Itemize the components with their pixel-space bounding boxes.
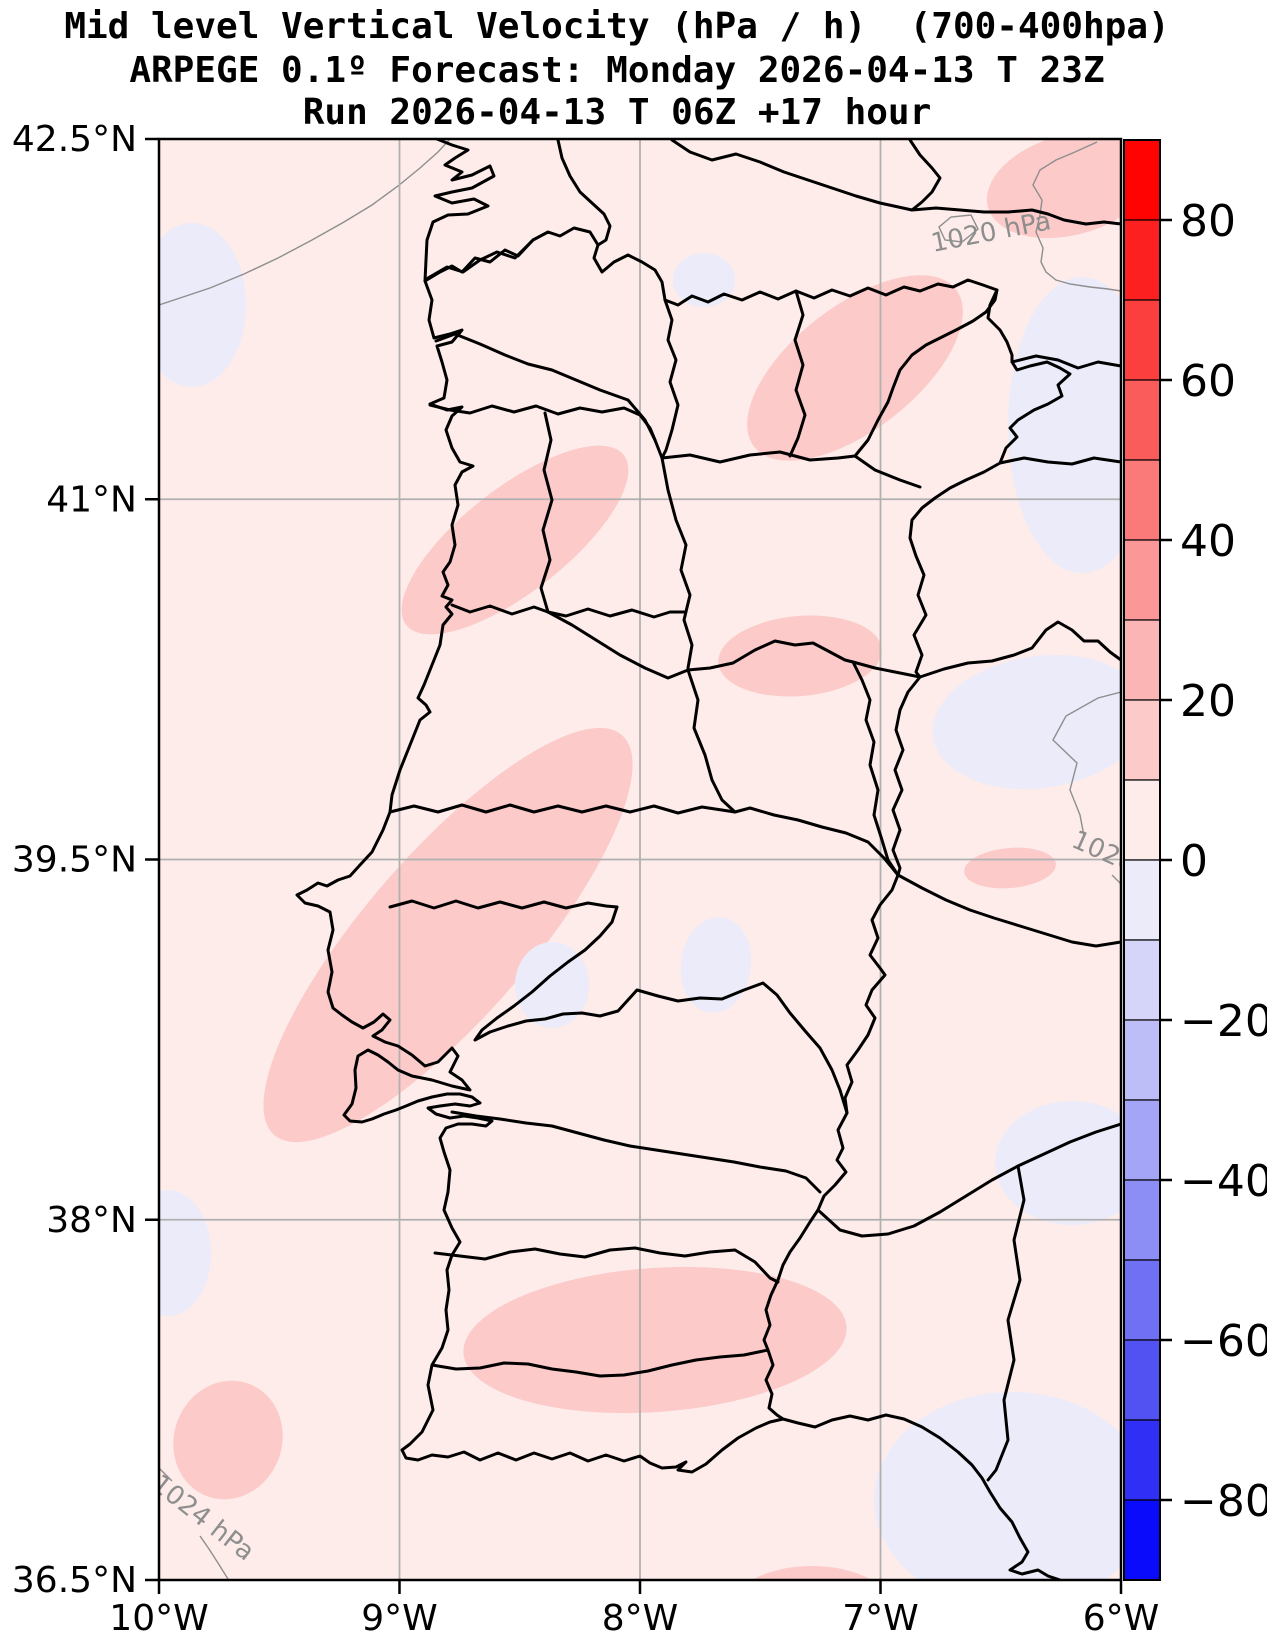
colorbar-segment — [1123, 1179, 1161, 1261]
district-boundary — [450, 1110, 822, 1194]
province-boundary — [908, 139, 942, 212]
colorbar-tick-label: −60 — [1180, 1316, 1267, 1367]
isobar-closed-contour — [938, 214, 979, 243]
colorbar-tick-label: −40 — [1180, 1156, 1267, 1207]
district-boundary — [434, 332, 922, 489]
colorbar-segment — [1123, 1099, 1161, 1181]
updraft-patches — [173, 139, 1121, 1580]
y-tick-label: 39.5°N — [12, 840, 137, 881]
shaded-patches — [159, 139, 1121, 1580]
colorbar-segment — [1123, 1019, 1161, 1101]
district-boundary — [788, 289, 807, 458]
district-boundary — [388, 803, 900, 877]
descent-patch — [515, 942, 589, 1028]
province-boundary — [896, 873, 1121, 948]
colorbar-segment — [1123, 1419, 1161, 1501]
descent-patch — [159, 1190, 211, 1316]
colorbar-segment — [1123, 459, 1161, 541]
updraft-patch — [263, 727, 633, 1143]
province-boundary — [918, 620, 1121, 679]
updraft-patch — [718, 615, 882, 697]
colorbar-tick-label: 0 — [1180, 836, 1208, 887]
chart-subtitle: ARPEGE 0.1º Forecast: Monday 2026-04-13 … — [129, 50, 1105, 91]
x-tick-label: 9°W — [361, 1598, 438, 1639]
province-boundary — [556, 139, 612, 247]
district-boundary — [430, 1348, 770, 1378]
descent-patch — [673, 253, 735, 307]
isobar-path — [1052, 691, 1121, 885]
colorbar-segment — [1123, 619, 1161, 701]
updraft-patch — [964, 847, 1056, 889]
colorbar-segment — [1123, 859, 1161, 941]
colorbar-segment — [1123, 699, 1161, 781]
colorbar-tick-label: 80 — [1180, 196, 1236, 247]
chart-title: Mid level Vertical Velocity (hPa / h) (7… — [64, 6, 1170, 47]
district-boundary — [433, 1246, 780, 1284]
province-boundary — [670, 139, 1121, 226]
descent-patch — [932, 654, 1121, 790]
descent-patch — [874, 1392, 1121, 1580]
colorbar-segment — [1123, 1339, 1161, 1421]
chart-run-info: Run 2026-04-13 T 06Z +17 hour — [302, 92, 932, 133]
province-boundary — [816, 1122, 1121, 1238]
province-boundary — [986, 1164, 1026, 1482]
updraft-patch — [401, 445, 629, 635]
colorbar-segment — [1123, 139, 1161, 221]
descent-patches — [159, 223, 1121, 1580]
district-boundary — [660, 456, 694, 670]
colorbar-segment — [1123, 1259, 1161, 1341]
y-tick-label: 36.5°N — [12, 1560, 137, 1601]
district-boundary — [851, 660, 900, 877]
x-tick-label: 7°W — [842, 1598, 919, 1639]
district-boundary — [853, 288, 999, 458]
district-boundary — [660, 298, 680, 460]
map-boundaries — [295, 139, 1121, 1580]
colorbar-segment — [1123, 539, 1161, 621]
district-boundary — [686, 668, 737, 814]
colorbar-tick-label: 20 — [1180, 676, 1236, 727]
isobar-path — [159, 1467, 229, 1580]
district-boundary — [450, 603, 686, 619]
coastline-path — [295, 139, 1062, 1580]
x-tick-label: 8°W — [602, 1598, 679, 1639]
district-boundary — [539, 411, 554, 614]
axis-ticks-and-labels: 42.5°N 41°N 39.5°N 38°N 36.5°N10°W 9°W 8°W 7°W 6… — [12, 119, 1159, 1639]
gridlines — [159, 139, 1121, 1580]
colorbar-segment — [1123, 1499, 1161, 1581]
updraft-patch — [752, 1566, 872, 1580]
updraft-patch — [173, 1380, 283, 1500]
updraft-patch — [463, 1266, 847, 1414]
district-boundary — [388, 899, 619, 910]
colorbar-segment — [1123, 779, 1161, 861]
isobar-contours — [159, 139, 1121, 1580]
colorbar-segment — [1123, 939, 1161, 1021]
colorbar-segment — [1123, 219, 1161, 301]
descent-patch — [680, 917, 752, 1013]
colorbar-tick-label: 60 — [1180, 356, 1236, 407]
province-boundary — [1010, 354, 1121, 370]
district-boundary — [428, 403, 657, 442]
descent-patch — [995, 1101, 1121, 1225]
colorbar-segment — [1123, 379, 1161, 461]
isobar-path — [159, 139, 451, 306]
x-tick-label: 10°W — [109, 1598, 208, 1639]
colorbar-segment — [1123, 299, 1161, 381]
y-tick-label: 41°N — [46, 479, 137, 520]
y-tick-label: 42.5°N — [12, 119, 137, 160]
updraft-patch — [747, 275, 963, 461]
isobar-path — [1032, 141, 1121, 292]
colorbar: 80 60 40 20 0 −20 −40 −60 −80 — [1123, 139, 1267, 1581]
x-tick-label: 6°W — [1083, 1598, 1160, 1639]
y-tick-label: 38°N — [46, 1200, 137, 1241]
district-boundary — [426, 238, 535, 280]
colorbar-tick-label: 40 — [1180, 516, 1236, 567]
district-boundary — [473, 905, 849, 1115]
colorbar-tick-label: −20 — [1180, 996, 1267, 1047]
colorbar-tick-label: −80 — [1180, 1476, 1267, 1527]
descent-patch — [159, 223, 246, 387]
province-boundary — [998, 456, 1121, 466]
